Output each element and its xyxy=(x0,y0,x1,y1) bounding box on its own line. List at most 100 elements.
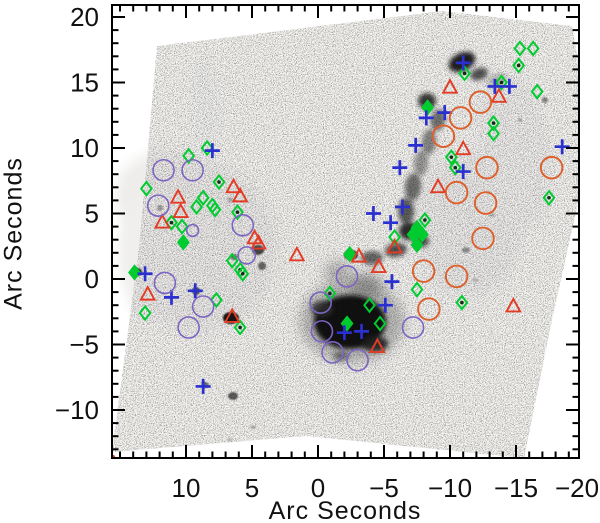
red-triangle-marker xyxy=(386,237,403,254)
axes: 10 5 0 −5 −10 −15 −20 20 15 10 5 0 −5 −10 xyxy=(55,2,599,503)
green-diamond-marker xyxy=(233,319,247,336)
red-triangle-marker xyxy=(370,257,388,274)
x-tick-label: −15 xyxy=(494,473,538,503)
blue-plus-marker xyxy=(137,266,153,282)
diamond-center-dot xyxy=(423,218,427,222)
blue-plus-marker xyxy=(354,323,370,339)
blue-plus-marker xyxy=(384,274,400,290)
diamond-center-dot xyxy=(491,121,496,125)
purple-circle-marker xyxy=(231,213,255,237)
purple-circle-marker xyxy=(237,246,257,265)
green-diamond-marker xyxy=(410,281,424,298)
green-diamond-marker xyxy=(495,74,508,91)
purple-circle-marker xyxy=(181,158,204,182)
diamond-center-dot xyxy=(453,165,458,170)
diamond-center-dot xyxy=(328,291,332,296)
blue-plus-marker xyxy=(392,160,408,176)
red-triangle-marker xyxy=(369,337,386,353)
blue-plus-marker xyxy=(437,105,453,121)
purple-circle-marker xyxy=(401,316,425,339)
y-axis-title: Arc Seconds xyxy=(0,157,28,310)
green-diamond-marker xyxy=(138,304,152,322)
purple-circle-marker xyxy=(335,265,359,288)
diamond-center-dot xyxy=(516,63,521,68)
blue-plus-marker xyxy=(487,78,503,94)
purple-circle-marker xyxy=(310,320,334,343)
red-triangle-marker xyxy=(350,247,368,263)
orange-circle-marker xyxy=(417,297,441,321)
blue-plus-marker xyxy=(377,297,393,313)
blue-plus-marker xyxy=(418,110,434,126)
blue-plus-marker xyxy=(163,289,179,305)
plot-frame xyxy=(111,4,580,459)
purple-circle-marker xyxy=(346,348,369,372)
green-diamond-marker xyxy=(513,40,527,57)
green-diamond-marker xyxy=(526,40,540,57)
diamond-center-dot xyxy=(499,80,504,85)
red-triangle-marker xyxy=(441,78,459,94)
purple-circle-marker xyxy=(177,316,200,339)
green-diamond-marker xyxy=(363,296,376,314)
green-diamond-marker xyxy=(542,189,556,206)
green-diamond-marker xyxy=(418,211,432,229)
purple-circle-marker xyxy=(153,271,177,295)
green-diamond-marker xyxy=(212,173,226,191)
blue-plus-marker xyxy=(204,143,220,159)
green-diamond-marker xyxy=(208,201,222,218)
blue-plus-marker xyxy=(501,78,517,94)
diamond-center-dot xyxy=(235,210,240,214)
red-triangle-marker xyxy=(169,188,187,204)
orange-circle-marker xyxy=(468,90,493,114)
blue-plus-marker xyxy=(365,206,381,221)
green-diamond-marker xyxy=(512,57,526,74)
green-diamond-marker xyxy=(343,245,357,263)
green-diamond-marker xyxy=(458,65,471,82)
y-tick-label: −5 xyxy=(69,330,99,360)
green-diamond-marker xyxy=(410,236,424,254)
blue-plus-marker xyxy=(187,283,203,299)
green-diamond-marker xyxy=(388,228,402,246)
green-diamond-marker xyxy=(373,315,387,332)
series-green-diamonds xyxy=(128,40,556,336)
series-purple-circles xyxy=(146,158,425,372)
red-triangle-marker xyxy=(429,177,447,194)
green-diamond-marker xyxy=(200,139,214,157)
orange-circle-marker xyxy=(431,124,456,148)
x-tick-label: −5 xyxy=(369,473,399,503)
diamond-center-dot xyxy=(547,195,551,200)
red-triangle-marker xyxy=(231,186,249,203)
red-triangle-marker xyxy=(288,245,306,262)
diamond-center-dot xyxy=(462,71,467,76)
blue-plus-marker xyxy=(408,137,424,153)
red-triangle-marker xyxy=(223,307,241,323)
red-triangle-marker xyxy=(172,202,190,219)
green-diamond-marker xyxy=(128,264,141,281)
red-triangle-marker xyxy=(139,285,157,301)
green-diamond-marker xyxy=(139,180,153,197)
orange-circle-marker xyxy=(444,180,469,205)
purple-circle-marker xyxy=(185,223,200,238)
orange-circle-marker xyxy=(444,264,469,289)
y-tick-label: 5 xyxy=(85,199,99,229)
blue-plus-marker xyxy=(383,215,399,231)
red-triangle-marker xyxy=(504,296,522,313)
x-tick-label: 0 xyxy=(311,473,325,503)
red-triangle-marker xyxy=(153,213,171,229)
blue-plus-marker xyxy=(195,378,211,394)
diamond-center-dot xyxy=(240,271,245,276)
green-diamond-marker xyxy=(190,198,204,216)
purple-circle-marker xyxy=(146,194,170,217)
green-diamond-marker xyxy=(455,294,469,311)
y-tick-label: 15 xyxy=(70,68,99,98)
blue-plus-marker xyxy=(455,164,471,180)
diamond-center-dot xyxy=(169,220,174,225)
blue-plus-marker xyxy=(336,325,352,341)
green-diamond-marker xyxy=(209,291,223,309)
green-diamond-marker xyxy=(165,214,178,231)
diamond-center-dot xyxy=(238,325,242,330)
series-blue-pluses xyxy=(137,55,570,394)
green-diamond-marker xyxy=(487,125,501,142)
red-triangle-marker xyxy=(454,139,472,156)
blue-plus-marker xyxy=(455,55,471,71)
